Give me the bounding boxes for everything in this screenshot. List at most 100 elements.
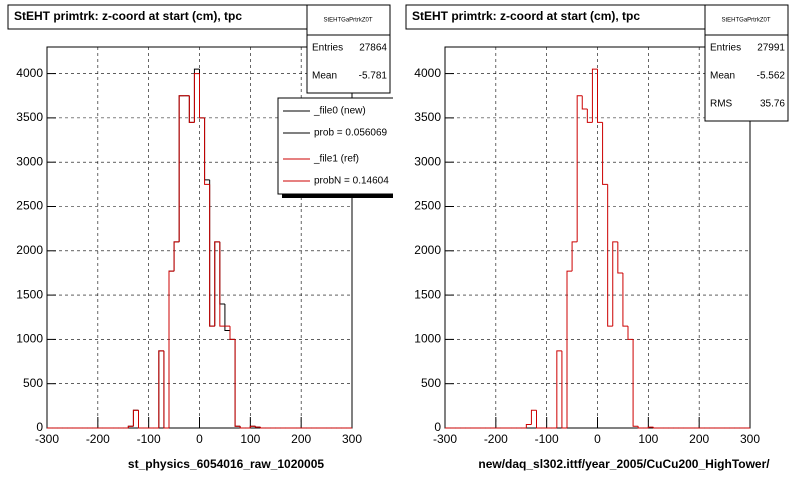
histogram-bin [536, 410, 542, 429]
histogram-bin [193, 73, 200, 123]
histogram-bin [556, 350, 562, 428]
legend-box [277, 97, 393, 195]
y-tick-label: 1500 [414, 287, 441, 301]
histogram-bin [561, 350, 567, 429]
y-tick-label: 500 [421, 376, 441, 390]
x-tick-label: 300 [342, 432, 362, 446]
stats-value: 27864 [359, 43, 387, 54]
stats-value: 27991 [757, 43, 785, 54]
histogram-bin [607, 184, 613, 327]
histogram-bin [647, 426, 654, 428]
pad-right: StEHT primtrk: z-coord at start (cm), tp… [405, 4, 789, 471]
histogram-bin [576, 95, 583, 242]
histogram-bin [234, 339, 241, 427]
histogram-bin [229, 326, 236, 340]
stats-label: Mean [710, 71, 735, 82]
stats-label: Entries [312, 43, 343, 54]
histogram-bin [188, 95, 195, 123]
histogram-bin [199, 73, 205, 119]
legend-label: probN = 0.14604 [314, 176, 389, 187]
histogram-bin [260, 427, 266, 429]
histogram-bin [530, 409, 537, 425]
stats-box [306, 4, 391, 94]
histogram-bin [173, 241, 180, 272]
x-axis-title: new/daq_sl302.ittf/year_2005/CuCu200_Hig… [478, 457, 770, 471]
chart-title: StEHT primtrk: z-coord at start (cm), tp… [412, 9, 640, 23]
stats-label: RMS [710, 99, 733, 110]
y-tick-label: 4000 [16, 66, 43, 80]
x-tick-label: 0 [196, 432, 203, 446]
y-tick-label: 1000 [16, 332, 43, 346]
histogram-bin [224, 303, 230, 332]
histogram-bin [158, 350, 164, 428]
histogram-bin [627, 326, 634, 340]
x-tick-label: 300 [740, 432, 760, 446]
y-tick-label: 3000 [414, 154, 441, 168]
y-tick-label: 2500 [16, 199, 43, 213]
histogram-bin [178, 95, 185, 242]
y-tick-label: 4000 [414, 66, 441, 80]
histogram-bin [622, 272, 628, 327]
x-tick-label: 0 [594, 432, 601, 446]
x-tick-label: 200 [291, 432, 311, 446]
legend-label: _file0 (new) [313, 106, 366, 117]
stats-value: -5.562 [757, 71, 786, 82]
stats-title: StEHTGaPrtrkZ0T [721, 18, 770, 24]
x-axis-title: st_physics_6054016_raw_1020005 [128, 457, 324, 471]
y-tick-label: 1500 [16, 287, 43, 301]
x-tick-label: -300 [433, 432, 457, 446]
histogram-bin [132, 409, 139, 427]
y-tick-label: 1000 [414, 332, 441, 346]
x-tick-label: -100 [137, 432, 161, 446]
stats-box [704, 4, 789, 122]
chart-title: StEHT primtrk: z-coord at start (cm), tp… [14, 9, 242, 23]
histogram-bin [249, 425, 256, 428]
histogram-bin [652, 427, 659, 429]
histogram-bin [254, 426, 261, 428]
histogram-bin [127, 425, 134, 428]
histogram-bin [163, 350, 169, 429]
stats-label: Mean [312, 71, 337, 82]
histogram-bin [168, 270, 175, 428]
histogram-bin [597, 69, 603, 123]
histogram-bin [602, 122, 608, 185]
stats-value: -5.781 [359, 71, 388, 82]
y-tick-label: 3500 [414, 110, 441, 124]
stats-label: Entries [710, 43, 741, 54]
x-tick-label: -300 [35, 432, 59, 446]
stats-title: StEHTGaPrtrkZ0T [323, 18, 372, 24]
title-box [7, 4, 308, 30]
legend-label: _file1 (ref) [313, 154, 359, 165]
histogram-bin [566, 270, 573, 428]
histogram-bin [209, 184, 215, 327]
y-tick-label: 2000 [16, 243, 43, 257]
y-tick-label: 0 [434, 420, 441, 434]
legend-label: prob = 0.056069 [314, 128, 388, 139]
histogram-bin [612, 241, 618, 327]
y-tick-label: 2000 [414, 243, 441, 257]
pad-left: StEHT primtrk: z-coord at start (cm), tp… [7, 4, 393, 471]
x-tick-label: 100 [638, 432, 658, 446]
histogram-bin [138, 410, 144, 429]
histogram-bin [219, 241, 225, 327]
histogram-bin [632, 339, 639, 427]
histogram-bin [571, 241, 578, 272]
y-tick-label: 3500 [16, 110, 43, 124]
histogram-bin [525, 423, 532, 428]
x-tick-label: -200 [484, 432, 508, 446]
histogram-bin [581, 95, 588, 110]
title-box [405, 4, 706, 30]
x-tick-label: -200 [86, 432, 110, 446]
x-tick-label: 100 [240, 432, 260, 446]
histogram-bin [239, 426, 246, 429]
histogram-bin [214, 241, 220, 327]
stats-value: 35.76 [760, 99, 785, 110]
histogram-bin [591, 68, 598, 123]
histogram-bin [586, 109, 593, 123]
y-tick-label: 2500 [414, 199, 441, 213]
y-tick-label: 3000 [16, 154, 43, 168]
histogram-bin [637, 426, 644, 429]
y-tick-label: 500 [23, 376, 43, 390]
y-tick-label: 0 [36, 420, 43, 434]
